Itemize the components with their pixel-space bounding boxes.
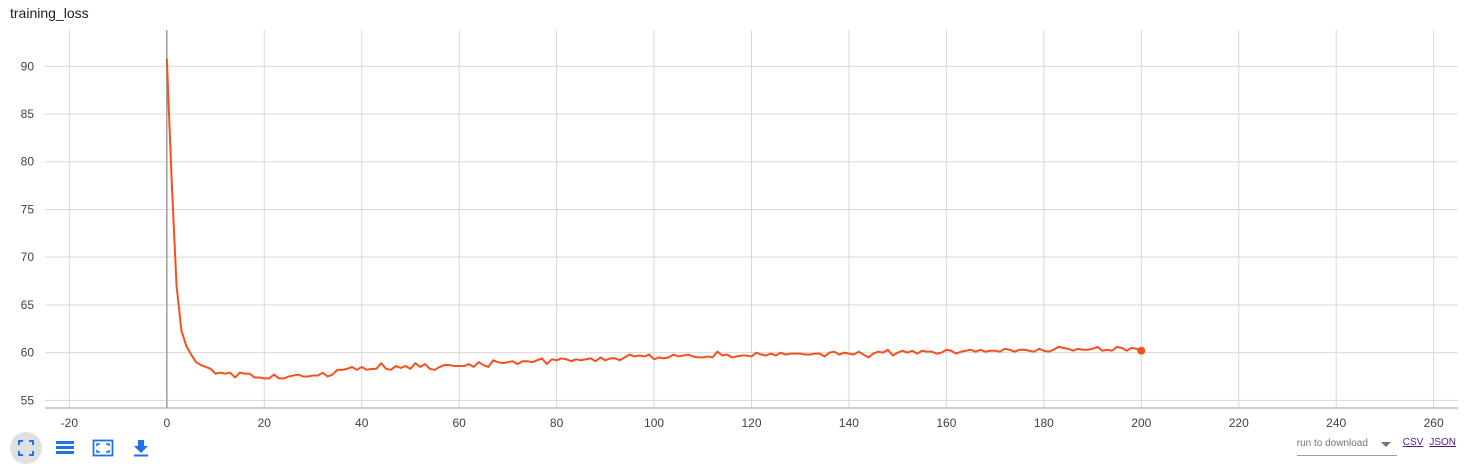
fullscreen-button[interactable] xyxy=(10,432,42,464)
x-tick-label: 240 xyxy=(1326,416,1346,430)
x-tick-label: 160 xyxy=(936,416,956,430)
x-tick-label: 20 xyxy=(258,416,272,430)
x-tick-label: 260 xyxy=(1424,416,1444,430)
line-chart: 55 60 65 70 75 80 85 90 -20 0 20 40 60 80 100 120 140 160… xyxy=(21,30,1458,430)
chart-toolbar xyxy=(10,432,156,464)
x-tick-label: 200 xyxy=(1131,416,1151,430)
x-tick-label: 0 xyxy=(163,416,170,430)
y-tick-label: 80 xyxy=(21,155,35,169)
json-link[interactable]: JSON xyxy=(1429,437,1456,448)
run-to-download-label: run to download xyxy=(1296,438,1368,449)
x-tick-label: 100 xyxy=(644,416,664,430)
fullscreen-icon xyxy=(18,440,34,456)
y-tick-label: 60 xyxy=(21,346,35,360)
chart-title: training_loss xyxy=(10,5,89,21)
run-to-download-select[interactable]: run to download xyxy=(1296,436,1397,456)
fit-domain-button[interactable] xyxy=(88,433,118,463)
last-point-marker xyxy=(1137,346,1146,355)
download-controls: run to download CSV JSON xyxy=(1296,436,1456,456)
chevron-down-icon xyxy=(1380,442,1391,447)
y-tick-label: 75 xyxy=(21,202,35,216)
toggle-y-log-icon xyxy=(56,441,74,454)
x-tick-label: 140 xyxy=(839,416,859,430)
download-button[interactable] xyxy=(126,433,156,463)
y-tick-label: 55 xyxy=(21,393,35,407)
x-tick-label: 120 xyxy=(741,416,761,430)
x-tick-label: 220 xyxy=(1229,416,1249,430)
x-tick-label: 180 xyxy=(1034,416,1054,430)
y-tick-label: 70 xyxy=(21,250,35,264)
y-tick-label: 90 xyxy=(21,59,35,73)
fit-domain-icon xyxy=(92,439,114,457)
x-tick-label: -20 xyxy=(61,416,79,430)
toggle-y-log-button[interactable] xyxy=(50,433,80,463)
y-tick-label: 85 xyxy=(21,107,35,121)
download-icon xyxy=(134,440,148,457)
x-tick-label: 60 xyxy=(452,416,466,430)
csv-link[interactable]: CSV xyxy=(1402,437,1424,448)
x-tick-label: 40 xyxy=(355,416,369,430)
series-line xyxy=(165,58,1142,380)
y-tick-label: 65 xyxy=(21,298,35,312)
x-tick-label: 80 xyxy=(550,416,564,430)
